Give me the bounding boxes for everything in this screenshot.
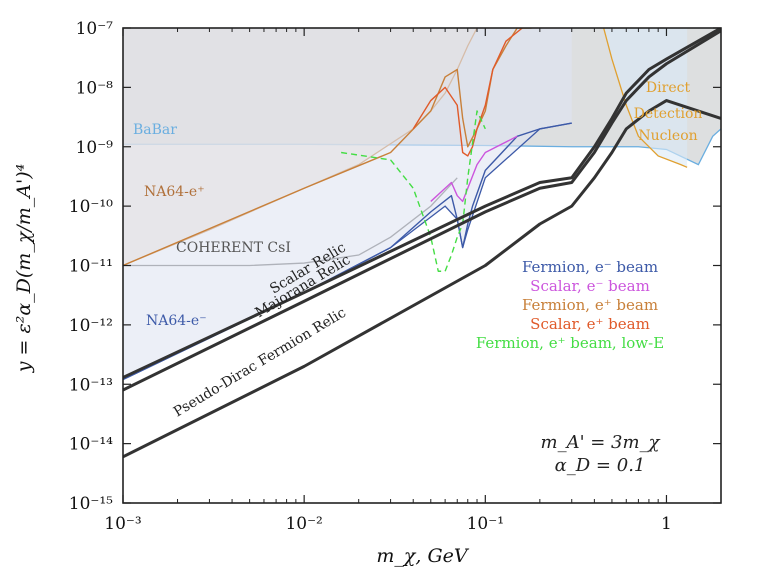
region-boundary-direct-detection-nucleon: [603, 28, 688, 168]
param-mass-ratio: m_A' = 3m_χ: [541, 432, 661, 453]
legend-entry-fermion-e-plus: Fermion, e⁺ beam: [522, 296, 658, 314]
y-tick-label: 10⁻⁷: [76, 19, 114, 39]
y-tick-label: 10⁻¹⁵: [69, 494, 113, 514]
legend-entry-fermion-e-plus-low-e: Fermion, e⁺ beam, low-E: [476, 334, 664, 352]
y-tick-label: 10⁻⁸: [76, 78, 114, 98]
y-tick-label: 10⁻¹²: [69, 316, 113, 336]
parameter-annotations: m_A' = 3m_χ α_D = 0.1: [541, 432, 661, 476]
x-tick-label: 10⁻³: [104, 514, 141, 534]
x-axis-title: m_χ, GeV: [376, 545, 470, 567]
y-tick-label: 10⁻⁹: [76, 138, 114, 158]
ticks-layer: 10⁻³ 10⁻² 10⁻¹ 1 10⁻¹⁵ 10⁻¹⁴ 10⁻¹³ 10⁻¹² 10⁻¹¹ 10…: [69, 19, 722, 534]
curve-pseudo-dirac-fermion-relic: [123, 99, 721, 459]
region-label-coherent-csi: COHERENT CsI: [176, 240, 291, 256]
legend: Fermion, e⁻ beam Scalar, e⁻ beam Fermion…: [476, 258, 664, 352]
legend-entry-fermion-e-minus: Fermion, e⁻ beam: [522, 258, 658, 276]
excluded-regions-layer: [123, 28, 721, 381]
legend-entry-scalar-e-minus: Scalar, e⁻ beam: [530, 277, 650, 295]
y-tick-label: 10⁻¹³: [69, 375, 113, 395]
curve-scalar-e-beam: [430, 135, 518, 203]
curve-fermion-e-beam-low-e: [341, 110, 486, 272]
region-label-na64-e-minus: NA64-e⁻: [146, 313, 207, 329]
legend-entry-scalar-e-plus: Scalar, e⁺ beam: [530, 315, 650, 333]
region-fill-na64-e: [123, 28, 572, 380]
region-label-nucleon: Nucleon: [638, 128, 697, 144]
y-tick-label: 10⁻¹⁰: [69, 197, 113, 217]
curve-majorana-relic: [123, 29, 721, 392]
region-label-babar: BaBar: [133, 122, 177, 138]
curve-scalar-relic: [123, 28, 721, 379]
x-tick-label: 10⁻¹: [467, 514, 504, 534]
x-tick-label: 1: [661, 514, 672, 534]
y-tick-label: 10⁻¹¹: [69, 257, 113, 277]
curve-fermion-e-beam: [123, 28, 532, 267]
curves-layer: [123, 28, 721, 459]
region-label-na64-e-plus: NA64-e⁺: [144, 184, 205, 200]
region-label-detection: Detection: [634, 106, 703, 122]
param-alpha-d: α_D = 0.1: [555, 455, 646, 476]
y-tick-label: 10⁻¹⁴: [69, 435, 113, 455]
curve-scalar-e-beam: [412, 28, 523, 157]
region-label-direct: Direct: [646, 80, 691, 96]
x-tick-label: 10⁻²: [285, 514, 322, 534]
y-axis-title: y = ε²α_D(m_χ/m_A')⁴: [13, 164, 35, 373]
